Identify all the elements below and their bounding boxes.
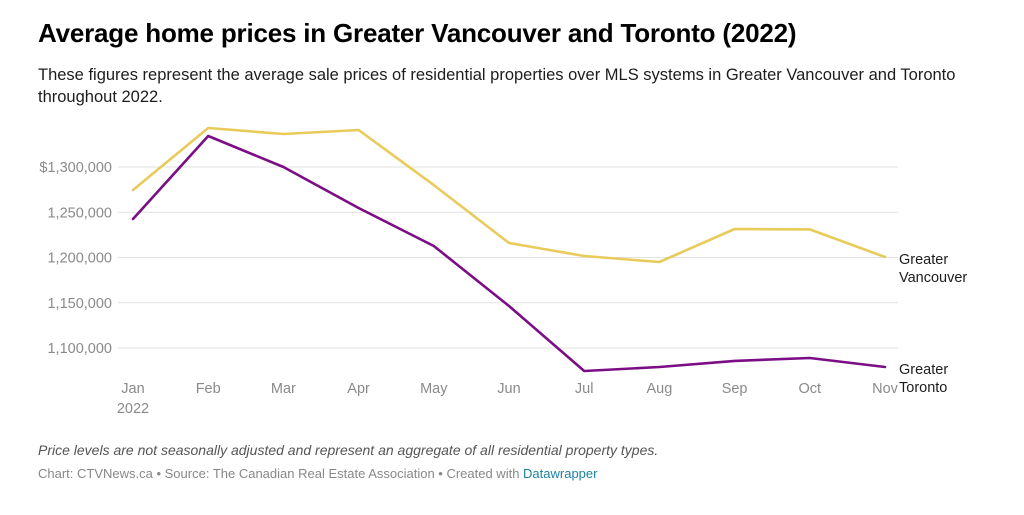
datawrapper-link[interactable]: Datawrapper [523, 466, 598, 481]
y-tick-label: 1,150,000 [47, 296, 112, 312]
x-tick-label: Mar [271, 381, 296, 397]
x-tick-label: Jul [575, 381, 594, 397]
x-tick-label: May [420, 381, 448, 397]
x-tick-label: Jun [497, 381, 520, 397]
series-label: Greater Toronto [899, 362, 948, 396]
chart-title: Average home prices in Greater Vancouver… [38, 18, 797, 48]
x-axis: Jan 2022 Feb Mar Apr May Jun Jul Aug Sep Oct Nov [117, 381, 899, 417]
credit-text: Chart: CTVNews.ca • Source: The Canadian… [38, 466, 524, 481]
y-tick-label: 1,250,000 [47, 205, 112, 221]
chart-subtitle: These figures represent the average sale… [38, 66, 956, 106]
series-line-vancouver [131, 126, 887, 264]
grid-lines [118, 166, 898, 349]
y-axis: 1,100,000 1,150,000 1,200,000 1,250,000 $1,3… [39, 160, 112, 357]
series-labels: Greater Vancouver Greater Toronto [899, 252, 967, 396]
x-tick-label: Oct [799, 381, 822, 397]
x-tick-label: Aug [646, 381, 672, 397]
line-chart: 1,100,000 1,150,000 1,200,000 1,250,000 $1,3… [39, 126, 967, 417]
chart-credit: Chart: CTVNews.ca • Source: The Canadian… [38, 466, 597, 481]
x-tick-label: Feb [196, 381, 221, 397]
series-line-toronto [131, 134, 887, 373]
x-tick-label: Sep [722, 381, 748, 397]
series-lines [131, 126, 887, 373]
y-tick-label: 1,100,000 [47, 341, 112, 357]
series-label: Greater Vancouver [899, 252, 967, 286]
y-tick-label: $1,300,000 [39, 160, 112, 176]
chart-note: Price levels are not seasonally adjusted… [38, 442, 659, 458]
y-tick-label: 1,200,000 [47, 251, 112, 267]
x-tick-label: Nov [872, 381, 899, 397]
x-tick-label: Jan 2022 [117, 381, 149, 417]
x-tick-label: Apr [347, 381, 370, 397]
